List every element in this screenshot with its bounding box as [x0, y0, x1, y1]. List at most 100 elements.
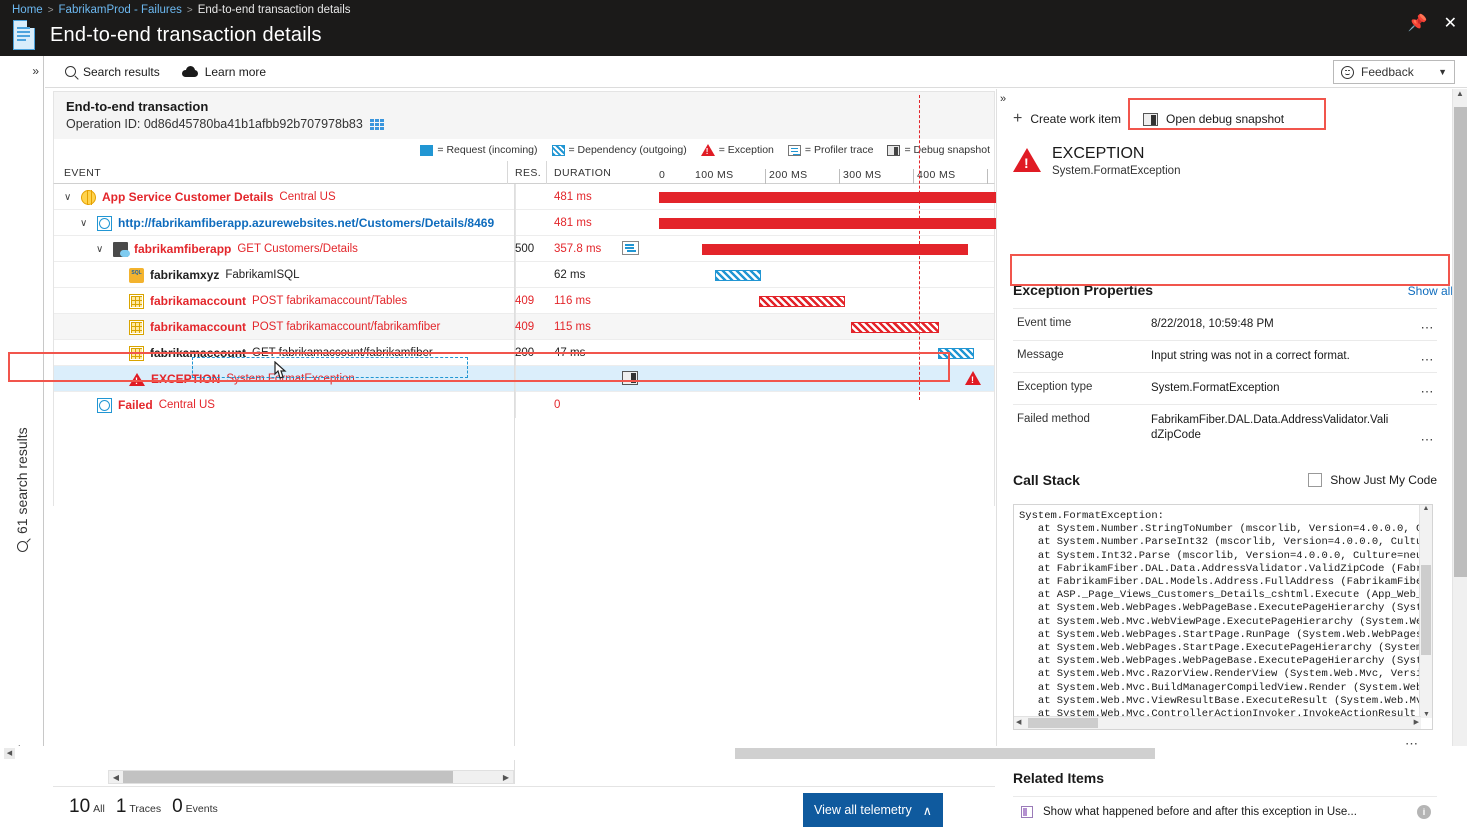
scroll-left-arrow-icon[interactable]: ◀: [1016, 719, 1022, 726]
timeline-bar: [851, 322, 939, 333]
search-results-button[interactable]: Search results: [65, 65, 160, 79]
row-name: fabrikamxyz: [150, 268, 220, 282]
show-just-my-code-toggle[interactable]: Show Just My Code: [1308, 473, 1437, 487]
row-expand-chevron-icon[interactable]: ∨: [64, 191, 72, 203]
property-row-event-time[interactable]: Event time 8/22/2018, 10:59:48 PM ⋯: [1013, 308, 1437, 340]
window-controls: 📌 ✕: [1408, 16, 1457, 32]
learn-more-button[interactable]: Learn more: [181, 65, 266, 79]
exception-title: EXCEPTION: [1052, 145, 1145, 162]
chevron-double-right-icon[interactable]: »: [32, 64, 39, 78]
table-row[interactable]: ∨ App Service Customer Details Central U…: [54, 184, 1018, 210]
scroll-left-arrow-icon[interactable]: ◀: [112, 772, 120, 782]
property-key: Failed method: [1017, 413, 1090, 425]
count-events[interactable]: 0 Events: [172, 796, 218, 818]
scrollbar-thumb[interactable]: [123, 771, 453, 783]
debug-snapshot-icon[interactable]: [622, 371, 638, 385]
chevron-double-right-icon[interactable]: »: [1000, 93, 1007, 105]
profiler-trace-icon[interactable]: [622, 241, 639, 255]
scroll-down-arrow-icon[interactable]: ▼: [1423, 711, 1430, 718]
info-icon[interactable]: i: [1417, 804, 1431, 819]
axis-tick-0: 0: [659, 169, 666, 181]
scroll-right-arrow-icon[interactable]: ▶: [1413, 719, 1419, 726]
details-pane-scrollbar[interactable]: ▲ ▼: [1452, 89, 1467, 760]
legend-label: = Exception: [718, 144, 774, 156]
row-duration: 62 ms: [554, 269, 586, 281]
row-expand-chevron-icon[interactable]: ∨: [96, 243, 104, 255]
property-row-exception-type[interactable]: Exception type System.FormatException ⋯: [1013, 372, 1437, 404]
dependency-swatch-icon: [551, 144, 565, 156]
feedback-label: Feedback: [1361, 65, 1414, 79]
breadcrumb-separator-icon: >: [186, 4, 193, 16]
feedback-button[interactable]: Feedback ▼: [1333, 60, 1455, 84]
scroll-right-arrow-icon[interactable]: ▶: [502, 772, 510, 782]
breadcrumb-item-home[interactable]: Home: [12, 4, 43, 16]
document-icon: [10, 18, 38, 52]
scrollbar-thumb[interactable]: [1454, 107, 1467, 577]
property-row-failed-method[interactable]: Failed method FabrikamFiber.DAL.Data.Add…: [1013, 404, 1437, 452]
legend-label: = Debug snapshot: [904, 144, 990, 156]
scroll-left-arrow-icon[interactable]: ◀: [4, 748, 15, 759]
timeline-bar: [938, 348, 974, 359]
table-icon: [129, 293, 144, 309]
transaction-header: End-to-end transaction Operation ID: 0d8…: [53, 91, 995, 139]
table-row[interactable]: fabrikamaccount POST fabrikamaccount/fab…: [54, 314, 994, 340]
call-stack-box[interactable]: System.FormatException: at System.Number…: [1013, 504, 1433, 730]
pin-icon[interactable]: 📌: [1407, 15, 1428, 32]
table-row[interactable]: Failed Central US 0: [54, 392, 994, 418]
property-more-icon[interactable]: ⋯: [1420, 320, 1435, 335]
exception-properties-heading: Exception Properties: [1013, 282, 1154, 298]
globe-icon: [81, 189, 96, 205]
timeline-bar: [659, 218, 1018, 229]
table-row[interactable]: fabrikamxyz FabrikamISQL 62 ms: [54, 262, 994, 288]
property-more-icon[interactable]: ⋯: [1420, 352, 1435, 367]
call-stack-vertical-scrollbar[interactable]: ▲ ▼: [1419, 505, 1432, 718]
count-label: Events: [185, 803, 218, 815]
request-swatch-icon: [420, 144, 434, 156]
plus-icon: +: [1013, 110, 1023, 127]
show-all-link[interactable]: Show all: [1407, 284, 1453, 298]
table-row[interactable]: ∨ http://fabrikamfiberapp.azurewebsites.…: [54, 210, 1018, 236]
checkbox-icon[interactable]: [1308, 473, 1323, 487]
legend-item-exception: = Exception: [700, 144, 774, 156]
open-debug-snapshot-button[interactable]: Open debug snapshot: [1143, 112, 1284, 126]
count-traces[interactable]: 1 Traces: [116, 796, 161, 818]
breadcrumb-item-failures[interactable]: FabrikamProd - Failures: [58, 4, 182, 16]
exception-marker-icon[interactable]: [965, 371, 981, 385]
property-row-message[interactable]: Message Input string was not in a correc…: [1013, 340, 1437, 372]
call-stack-text: System.FormatException: at System.Number…: [1019, 510, 1433, 721]
timeline-bar: [759, 296, 845, 307]
scrollbar-thumb[interactable]: [735, 748, 1155, 759]
row-result-code: 409: [515, 295, 535, 307]
search-results-rail[interactable]: 61 search results: [0, 346, 44, 556]
related-item-row[interactable]: Show what happened before and after this…: [1013, 796, 1437, 826]
count-all[interactable]: 10 All: [69, 796, 105, 818]
search-icon: [65, 66, 76, 77]
scrollbar-thumb[interactable]: [1421, 565, 1431, 655]
transaction-footer: 10 All 1 Traces 0 Events View all telemetry…: [53, 786, 995, 834]
call-stack-horizontal-scrollbar[interactable]: ◀ ▶: [1014, 716, 1421, 729]
page-icon: [97, 215, 112, 231]
property-more-icon[interactable]: ⋯: [1420, 432, 1435, 447]
property-more-icon[interactable]: ⋯: [1420, 384, 1435, 399]
row-operation: FabrikamISQL: [225, 269, 300, 281]
table-row[interactable]: fabrikamaccount POST fabrikamaccount/Tab…: [54, 288, 994, 314]
tree-horizontal-scrollbar[interactable]: ◀ ▶: [108, 770, 514, 784]
table-row[interactable]: fabrikamaccount GET fabrikamaccount/fabr…: [54, 340, 994, 366]
copy-grid-icon[interactable]: [369, 118, 384, 130]
scroll-up-arrow-icon[interactable]: ▲: [1422, 505, 1430, 512]
table-row[interactable]: ∨ fabrikamfiberapp GET Customers/Details…: [54, 236, 994, 262]
row-operation: POST fabrikamaccount/Tables: [252, 295, 408, 307]
axis-tick-300: 300 MS: [843, 169, 882, 181]
breadcrumb-separator-icon: >: [47, 4, 54, 16]
row-name[interactable]: http://fabrikamfiberapp.azurewebsites.ne…: [118, 216, 495, 230]
close-icon[interactable]: ✕: [1443, 15, 1457, 32]
row-expand-chevron-icon[interactable]: ∨: [80, 217, 88, 229]
scroll-up-arrow-icon[interactable]: ▲: [1456, 89, 1464, 98]
table-row-exception-selected[interactable]: EXCEPTION System.FormatException: [54, 366, 994, 392]
view-all-telemetry-button[interactable]: View all telemetry ∧: [803, 793, 943, 827]
scrollbar-thumb[interactable]: [1028, 718, 1098, 728]
failed-icon: [97, 397, 112, 413]
create-work-item-button[interactable]: + Create work item: [1013, 111, 1121, 127]
property-key: Message: [1017, 349, 1064, 361]
page-horizontal-scrollbar[interactable]: ◀: [0, 746, 1467, 760]
